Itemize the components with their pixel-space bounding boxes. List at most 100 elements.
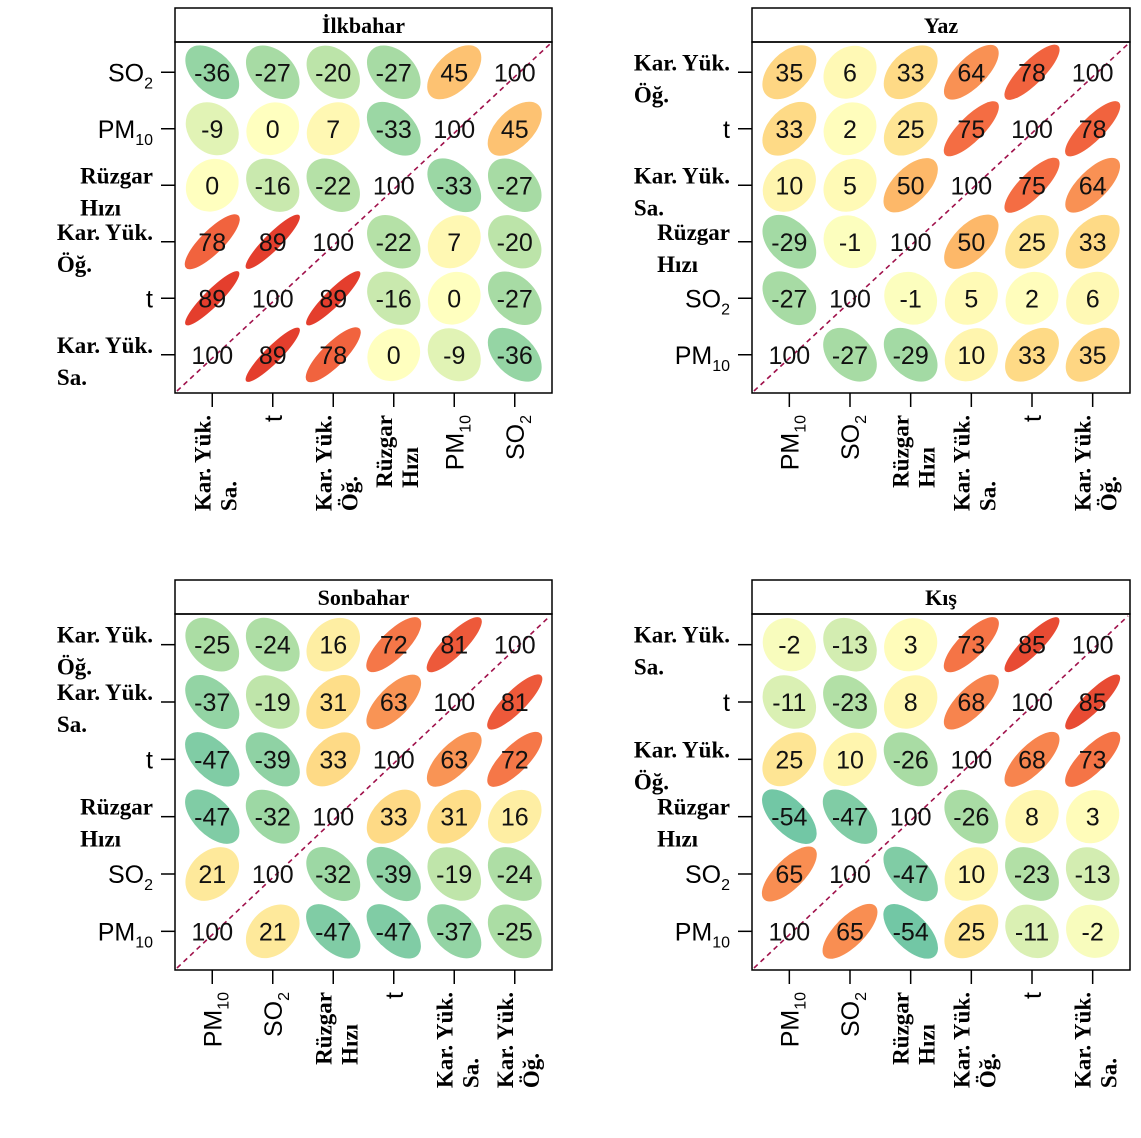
correlation-value: -33 <box>376 116 412 144</box>
correlation-value: -27 <box>255 59 291 87</box>
row-label-so-2: SO2 <box>108 861 153 894</box>
correlation-value: 35 <box>775 59 803 87</box>
col-label-t: t <box>1019 415 1047 422</box>
correlation-value: 0 <box>447 285 461 313</box>
diagonal-line <box>754 44 1128 391</box>
correlation-value: 100 <box>191 918 233 946</box>
correlation-value: 25 <box>1018 229 1046 257</box>
col-label-kar-yuk-sa-line2: Sa. <box>458 1058 483 1088</box>
correlation-value: 45 <box>501 116 529 144</box>
correlation-value: -16 <box>376 285 412 313</box>
correlation-value: 21 <box>259 918 287 946</box>
correlation-value: 75 <box>1018 172 1046 200</box>
col-label-ruzgar-hizi: Rüzgar <box>889 415 914 488</box>
col-label-kar-yuk-og: Kar. Yük. <box>493 992 518 1088</box>
correlation-value: 100 <box>373 746 415 774</box>
row-label-kar-yuk-sa: Kar. Yük. <box>57 680 153 705</box>
correlation-value: 100 <box>312 804 354 832</box>
correlation-value: 100 <box>1072 632 1114 660</box>
row-label-kar-yuk-sa-line2: Sa. <box>57 712 87 737</box>
correlation-value: -1 <box>839 229 861 257</box>
panel-ilkbahar: İlkbahar-36 -27 -20 -27 45 100-9 0 7 -33 100 450 -1… <box>57 8 552 511</box>
row-label-ruzgar-hizi-line2: Hızı <box>80 827 121 852</box>
correlation-value: -26 <box>893 746 929 774</box>
correlation-value: -47 <box>194 746 230 774</box>
correlation-value: 100 <box>1011 689 1053 717</box>
panel-sonbahar: Sonbahar-25 -24 16 72 81 100-37 -19 31 63 100 81-4… <box>57 580 552 1088</box>
row-label-pm-10: PM10 <box>98 918 153 951</box>
correlation-value: -27 <box>497 172 533 200</box>
row-label-kar-yuk-sa: Kar. Yük. <box>634 623 730 648</box>
correlation-value: -32 <box>255 804 291 832</box>
correlation-value: 100 <box>252 285 294 313</box>
correlation-value: 100 <box>829 285 871 313</box>
col-label-kar-yuk-og: Kar. Yük. <box>311 415 336 511</box>
correlation-value: 68 <box>1018 746 1046 774</box>
correlation-value: 100 <box>768 918 810 946</box>
correlation-value: 21 <box>198 861 226 889</box>
correlation-value: 100 <box>829 861 871 889</box>
correlation-value: -13 <box>1075 861 1111 889</box>
correlation-value: -47 <box>893 861 929 889</box>
correlation-value: 7 <box>326 116 340 144</box>
row-label-kar-yuk-og: Kar. Yük. <box>57 220 153 245</box>
panel-yaz: Yaz35 6 33 64 78 10033 2 25 75 100 7810 5 50 100 75 64-… <box>634 8 1130 511</box>
correlation-value: -22 <box>315 172 351 200</box>
panel-title: İlkbahar <box>322 13 405 38</box>
col-label-ruzgar-hizi-line2: Hızı <box>915 446 940 487</box>
col-label-kar-yuk-og: Kar. Yük. <box>1071 415 1096 511</box>
correlation-value: 65 <box>775 861 803 889</box>
panel-title: Yaz <box>924 13 958 38</box>
correlation-value: -25 <box>194 632 230 660</box>
correlation-value: 78 <box>1079 116 1107 144</box>
correlation-value: -19 <box>255 689 291 717</box>
correlation-value: 10 <box>957 861 985 889</box>
correlation-value: -11 <box>1015 918 1049 946</box>
correlation-value: -13 <box>832 632 868 660</box>
row-label-kar-yuk-sa-line2: Sa. <box>634 195 664 220</box>
col-label-kar-yuk-sa: Kar. Yük. <box>949 415 974 511</box>
col-label-pm-10: PM10 <box>776 415 809 470</box>
row-label-so-2: SO2 <box>685 861 730 894</box>
correlation-value: -2 <box>778 632 800 660</box>
correlation-value: 68 <box>957 689 985 717</box>
correlation-value: -39 <box>376 861 412 889</box>
row-label-pm-10: PM10 <box>675 342 730 375</box>
correlation-value: 89 <box>319 285 347 313</box>
correlation-value: -24 <box>497 861 533 889</box>
row-label-t: t <box>723 116 730 144</box>
correlation-value: 25 <box>897 116 925 144</box>
correlation-value: 31 <box>319 689 347 717</box>
row-label-kar-yuk-sa: Kar. Yük. <box>634 163 730 188</box>
row-label-pm-10: PM10 <box>675 918 730 951</box>
correlation-value: 75 <box>957 116 985 144</box>
correlation-value: 10 <box>957 342 985 370</box>
correlation-value: 100 <box>768 342 810 370</box>
col-label-ruzgar-hizi: Rüzgar <box>889 992 914 1065</box>
col-label-so-2: SO2 <box>837 415 870 460</box>
row-label-ruzgar-hizi: Rüzgar <box>80 795 153 820</box>
correlation-value: 50 <box>957 229 985 257</box>
correlation-value: -23 <box>1014 861 1050 889</box>
correlation-value: 85 <box>1018 632 1046 660</box>
correlation-value: 33 <box>1079 229 1107 257</box>
correlation-value: 78 <box>1018 59 1046 87</box>
correlation-value: 65 <box>836 918 864 946</box>
col-label-pm-10: PM10 <box>776 992 809 1047</box>
row-label-kar-yuk-sa-line2: Sa. <box>57 365 87 390</box>
correlation-value: 100 <box>373 172 415 200</box>
row-label-kar-yuk-og-line2: Öğ. <box>634 769 669 794</box>
correlation-value: 100 <box>1011 116 1053 144</box>
correlation-value: -29 <box>771 229 807 257</box>
correlation-value: -36 <box>194 59 230 87</box>
col-label-kar-yuk-og-line2: Öğ. <box>519 1053 544 1088</box>
row-label-kar-yuk-og: Kar. Yük. <box>57 623 153 648</box>
correlation-value: -16 <box>255 172 291 200</box>
correlation-value: 5 <box>964 285 978 313</box>
row-label-ruzgar-hizi: Rüzgar <box>80 163 153 188</box>
correlation-value: -1 <box>900 285 922 313</box>
correlation-value: 64 <box>957 59 985 87</box>
correlation-value: 100 <box>1072 59 1114 87</box>
correlation-value: -39 <box>255 746 291 774</box>
